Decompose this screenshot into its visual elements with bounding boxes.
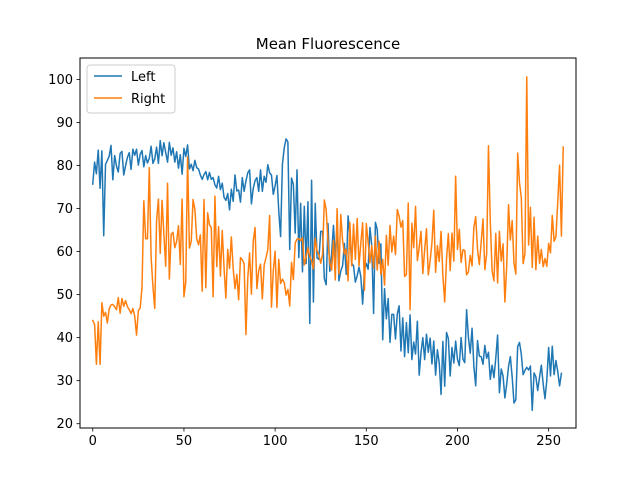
- y-tick-label: 40: [56, 331, 73, 346]
- y-tick-label: 60: [56, 245, 73, 260]
- y-tick-label: 20: [56, 417, 73, 432]
- y-tick-label: 100: [48, 73, 73, 88]
- x-tick-label: 0: [89, 434, 97, 449]
- x-tick-label: 100: [263, 434, 288, 449]
- y-tick-label: 70: [56, 202, 73, 217]
- y-axis: 20 30 40 50 60 70 80 90 100: [48, 73, 80, 432]
- x-tick-label: 50: [176, 434, 193, 449]
- plot-lines: [91, 76, 565, 412]
- chart-title: Mean Fluorescence: [256, 35, 400, 53]
- series-line-right: [91, 76, 565, 366]
- y-tick-label: 80: [56, 159, 73, 174]
- x-tick-label: 200: [445, 434, 470, 449]
- series-line-left: [91, 138, 563, 412]
- x-tick-label: 150: [354, 434, 379, 449]
- plot-frame: [79, 57, 577, 429]
- legend-label-left: Left: [131, 70, 155, 85]
- legend-label-right: Right: [131, 92, 165, 107]
- legend-box: [86, 64, 176, 114]
- x-axis: 0 50 100 150 200 250: [89, 428, 561, 449]
- y-tick-label: 50: [56, 288, 73, 303]
- legend: Left Right: [86, 64, 176, 114]
- y-tick-label: 30: [56, 374, 73, 389]
- x-tick-label: 250: [536, 434, 561, 449]
- y-tick-label: 90: [56, 116, 73, 131]
